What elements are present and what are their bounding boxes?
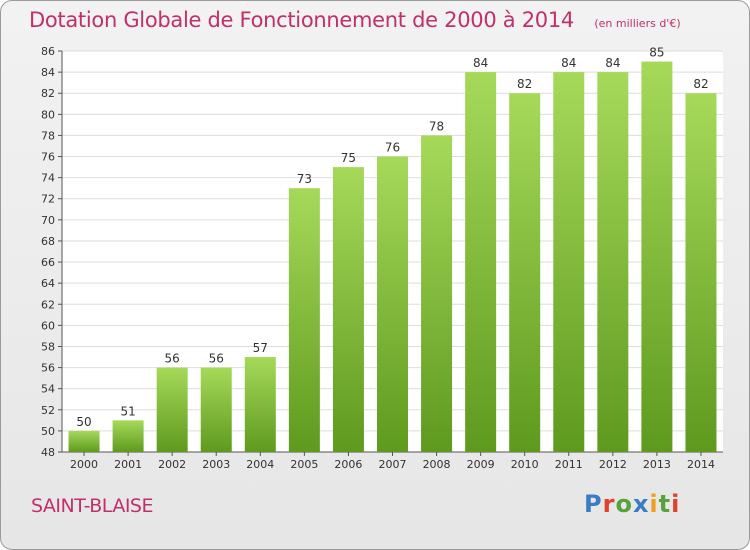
x-tick-label: 2007 [379, 458, 407, 471]
data-label: 50 [76, 415, 91, 429]
bar [68, 430, 100, 452]
y-tick-label: 50 [41, 425, 55, 438]
bar [156, 367, 188, 452]
data-label: 76 [385, 141, 400, 155]
data-label: 84 [605, 56, 620, 70]
x-tick-label: 2000 [70, 458, 98, 471]
brand-letter: x [632, 490, 650, 518]
data-label: 75 [341, 151, 356, 165]
y-tick-label: 74 [41, 172, 55, 185]
bar [509, 93, 541, 453]
commune-name: SAINT-BLAISE [31, 495, 154, 517]
brand-letter: P [584, 490, 603, 518]
y-tick-label: 84 [41, 66, 55, 79]
y-tick-label: 80 [41, 108, 55, 121]
y-tick-label: 66 [41, 256, 55, 269]
bar [597, 72, 629, 453]
data-label: 57 [253, 341, 268, 355]
data-label: 84 [473, 56, 488, 70]
brand-letter: o [615, 490, 633, 518]
x-tick-label: 2010 [511, 458, 539, 471]
data-label: 85 [649, 46, 664, 60]
x-tick-label: 2009 [467, 458, 495, 471]
bar [112, 420, 144, 452]
y-tick-label: 54 [41, 383, 55, 396]
y-tick-label: 78 [41, 129, 55, 142]
bar [332, 167, 364, 452]
data-label: 73 [297, 172, 312, 186]
x-tick-label: 2011 [555, 458, 583, 471]
proxiti-logo[interactable]: Proxiti [584, 490, 680, 518]
bar [641, 61, 673, 452]
chart-title-text: Dotation Globale de Fonctionnement de 20… [29, 8, 574, 32]
x-tick-label: 2014 [687, 458, 715, 471]
data-label: 78 [429, 119, 444, 133]
x-tick-label: 2001 [114, 458, 142, 471]
x-tick-label: 2008 [423, 458, 451, 471]
brand-letter: t [658, 490, 672, 518]
x-tick-label: 2006 [334, 458, 362, 471]
y-tick-label: 68 [41, 235, 55, 248]
bars [68, 61, 717, 453]
bar [685, 93, 717, 453]
y-tick-label: 60 [41, 319, 55, 332]
data-label: 84 [561, 56, 576, 70]
x-tick-label: 2002 [158, 458, 186, 471]
chart-title: Dotation Globale de Fonctionnement de 20… [29, 8, 681, 32]
y-tick-label: 52 [41, 404, 55, 417]
bar [421, 135, 453, 452]
y-tick-label: 64 [41, 277, 55, 290]
bar [553, 72, 585, 453]
y-tick-label: 76 [41, 151, 55, 164]
brand-letter: i [649, 490, 659, 518]
y-tick-label: 58 [41, 340, 55, 353]
bar [377, 156, 408, 453]
data-label: 51 [120, 404, 135, 418]
bar [244, 357, 276, 452]
y-tick-label: 62 [41, 298, 55, 311]
y-tick-label: 82 [41, 87, 55, 100]
x-tick-label: 2005 [290, 458, 318, 471]
y-tick-label: 48 [41, 446, 55, 459]
axes: 48 50 52 54 56 58 60 62 64 66 68 70 72 74 76 78 80 82 84 86… [41, 45, 723, 471]
data-label: 82 [693, 77, 708, 91]
chart-unit: (en milliers d'€) [594, 17, 681, 30]
bar [465, 72, 497, 453]
x-tick-label: 2012 [599, 458, 627, 471]
y-tick-label: 72 [41, 193, 55, 206]
y-tick-label: 86 [41, 45, 55, 58]
data-label: 82 [517, 77, 532, 91]
brand-letter: r [602, 490, 616, 518]
data-label: 56 [209, 352, 224, 366]
y-tick-label: 56 [41, 362, 55, 375]
y-tick-label: 70 [41, 214, 55, 227]
brand-letter: i [671, 490, 681, 518]
x-tick-label: 2004 [246, 458, 274, 471]
data-labels: 50 51 56 56 57 73 75 76 78 84 82 84 84 85 82 [76, 46, 708, 429]
bar [200, 367, 232, 452]
bar [288, 188, 320, 452]
x-tick-label: 2003 [202, 458, 230, 471]
data-label: 56 [165, 352, 180, 366]
x-tick-label: 2013 [643, 458, 671, 471]
